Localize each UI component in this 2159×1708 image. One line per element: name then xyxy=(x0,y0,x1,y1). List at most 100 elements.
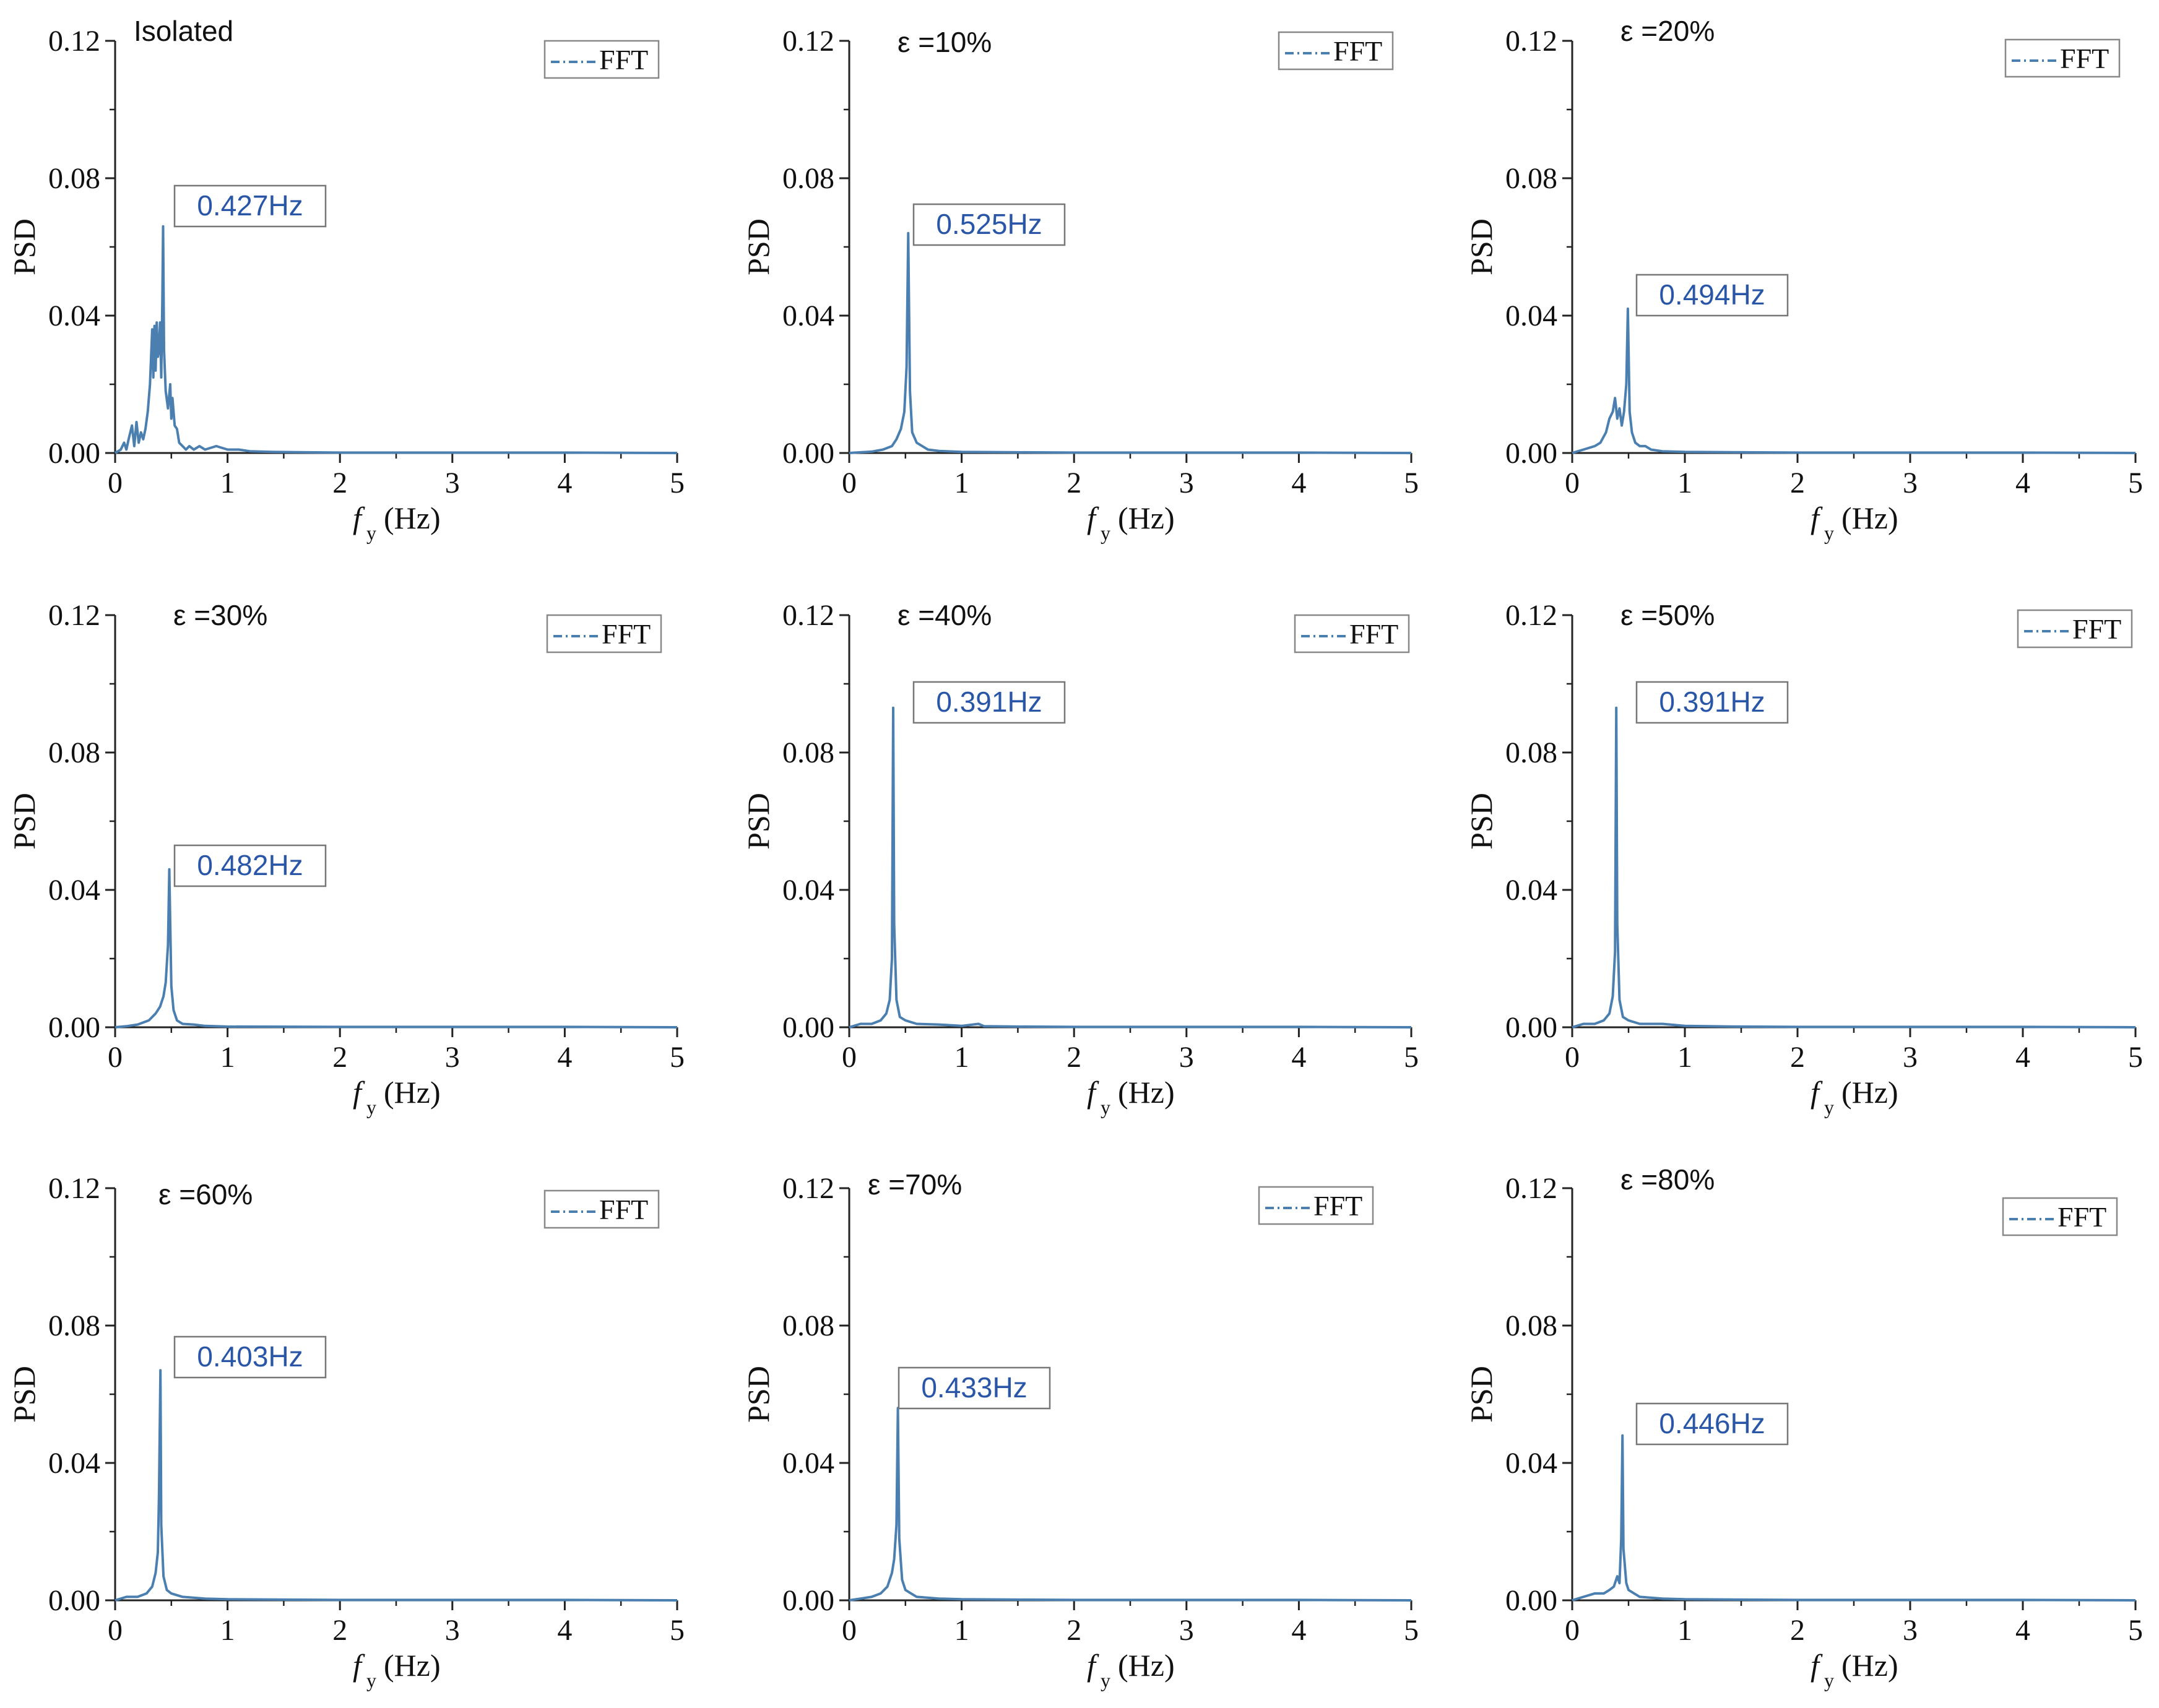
fft-series-line xyxy=(115,1369,678,1602)
x-axis-label-symbol: f xyxy=(1811,501,1823,535)
x-tick-label: 2 xyxy=(1790,467,1805,499)
legend-label: FFT xyxy=(1333,35,1382,67)
x-tick-label: 0 xyxy=(1565,467,1580,499)
legend: FFT xyxy=(1258,1186,1374,1225)
x-axis-label-subscript: y xyxy=(1824,1669,1834,1691)
y-tick-label: 0.08 xyxy=(48,162,100,195)
y-tick-label: 0.08 xyxy=(1505,1309,1557,1342)
legend-box xyxy=(2002,1197,2118,1236)
y-tick-label: 0.08 xyxy=(782,1309,834,1342)
legend-label: FFT xyxy=(1313,1190,1362,1222)
x-tick-label: 2 xyxy=(1067,467,1081,499)
x-axis-label-unit: (Hz) xyxy=(1118,501,1175,535)
y-tick-label: 0.08 xyxy=(48,1309,100,1342)
x-axis-label-symbol: f xyxy=(1811,1648,1823,1683)
y-tick-label: 0.04 xyxy=(1505,874,1557,907)
x-tick-label: 4 xyxy=(2015,1614,2030,1647)
y-tick-label: 0.04 xyxy=(782,1447,834,1480)
y-tick-label: 0.00 xyxy=(1505,437,1557,470)
x-tick-label: 3 xyxy=(1903,467,1918,499)
annotation-box xyxy=(912,681,1066,724)
x-axis-label-subscript: y xyxy=(366,522,376,544)
x-tick-label: 5 xyxy=(670,1041,685,1074)
x-axis-label-symbol: f xyxy=(353,1648,365,1683)
annotation-box xyxy=(1635,1402,1789,1446)
y-tick-label: 0.04 xyxy=(782,874,834,907)
y-tick-label: 0.04 xyxy=(782,300,834,332)
y-axis-label: PSD xyxy=(1464,1366,1499,1423)
x-axis-label-subscript: y xyxy=(366,1669,376,1691)
legend: FFT xyxy=(1294,614,1410,653)
x-axis-label-subscript: y xyxy=(366,1096,376,1118)
y-axis-label: PSD xyxy=(1464,793,1499,850)
y-tick-label: 0.04 xyxy=(1505,1447,1557,1480)
x-tick-label: 3 xyxy=(445,467,460,499)
peak-frequency-label: 0.525Hz xyxy=(936,208,1042,240)
x-tick-label: 2 xyxy=(1067,1041,1081,1074)
x-tick-label: 1 xyxy=(1677,467,1692,499)
legend-box xyxy=(543,1189,660,1229)
legend-box xyxy=(546,614,662,653)
y-tick-label: 0.04 xyxy=(48,1447,100,1480)
y-axis-label: PSD xyxy=(741,218,776,275)
legend-label: FFT xyxy=(2057,1201,2106,1233)
peak-frequency-label: 0.482Hz xyxy=(197,849,303,881)
panel-title: ε =20% xyxy=(1620,15,1715,47)
x-axis-label-subscript: y xyxy=(1101,1096,1110,1118)
psd-panel-eps80: 0 1 2 3 4 5 0.00 0.04 0.08 0.12 PSD f y (Hz) ε =80% FFT… xyxy=(1464,1163,2143,1691)
x-tick-label: 1 xyxy=(954,467,969,499)
x-axis-label-symbol: f xyxy=(353,501,365,535)
x-tick-label: 0 xyxy=(1565,1614,1580,1647)
fft-series-line xyxy=(849,231,1412,454)
y-tick-label: 0.00 xyxy=(48,1011,100,1044)
y-axis-label: PSD xyxy=(741,1366,776,1423)
legend: FFT xyxy=(546,614,662,653)
annotation-box xyxy=(173,844,327,887)
annotation-box xyxy=(173,184,327,228)
peak-frequency-label: 0.433Hz xyxy=(921,1371,1027,1404)
fft-series-line xyxy=(1572,307,2136,454)
x-tick-label: 4 xyxy=(1291,1614,1306,1647)
y-tick-label: 0.12 xyxy=(48,25,100,58)
x-tick-label: 1 xyxy=(954,1041,969,1074)
x-tick-label: 5 xyxy=(1404,467,1419,499)
x-tick-label: 5 xyxy=(2128,1614,2143,1647)
peak-annotation: 0.427Hz xyxy=(173,184,327,228)
x-tick-label: 0 xyxy=(842,1614,857,1647)
legend-box xyxy=(1278,31,1394,71)
x-tick-label: 3 xyxy=(1179,467,1194,499)
peak-frequency-label: 0.391Hz xyxy=(936,686,1042,718)
x-tick-label: 5 xyxy=(1404,1041,1419,1074)
panel-title: ε =40% xyxy=(898,599,992,631)
x-tick-label: 0 xyxy=(1565,1041,1580,1074)
x-tick-label: 2 xyxy=(332,1614,347,1647)
panel-title: ε =60% xyxy=(158,1178,253,1210)
x-tick-label: 2 xyxy=(332,1041,347,1074)
y-tick-label: 0.00 xyxy=(1505,1011,1557,1044)
x-axis-label-unit: (Hz) xyxy=(384,1075,441,1110)
y-axis-label: PSD xyxy=(741,793,776,850)
fft-series-line xyxy=(849,1407,1412,1602)
panel-title: ε =10% xyxy=(898,26,992,58)
x-axis-label-subscript: y xyxy=(1824,522,1834,544)
legend-label: FFT xyxy=(2072,613,2121,645)
x-tick-label: 0 xyxy=(108,1614,123,1647)
x-tick-label: 0 xyxy=(108,467,123,499)
y-tick-label: 0.00 xyxy=(782,1011,834,1044)
x-tick-label: 4 xyxy=(557,1614,572,1647)
fft-series-line xyxy=(1572,706,2136,1029)
x-tick-label: 5 xyxy=(2128,1041,2143,1074)
y-tick-label: 0.00 xyxy=(48,437,100,470)
legend: FFT xyxy=(2017,609,2133,649)
x-tick-label: 1 xyxy=(1677,1614,1692,1647)
y-tick-label: 0.12 xyxy=(782,599,834,632)
peak-annotation: 0.433Hz xyxy=(898,1366,1051,1410)
x-tick-label: 3 xyxy=(1179,1614,1194,1647)
legend-box xyxy=(2017,609,2133,649)
x-tick-label: 3 xyxy=(445,1041,460,1074)
peak-annotation: 0.391Hz xyxy=(1635,681,1789,724)
x-axis-label-subscript: y xyxy=(1101,1669,1110,1691)
x-axis-label-unit: (Hz) xyxy=(1118,1075,1175,1110)
x-tick-label: 2 xyxy=(1790,1614,1805,1647)
y-tick-label: 0.12 xyxy=(48,599,100,632)
